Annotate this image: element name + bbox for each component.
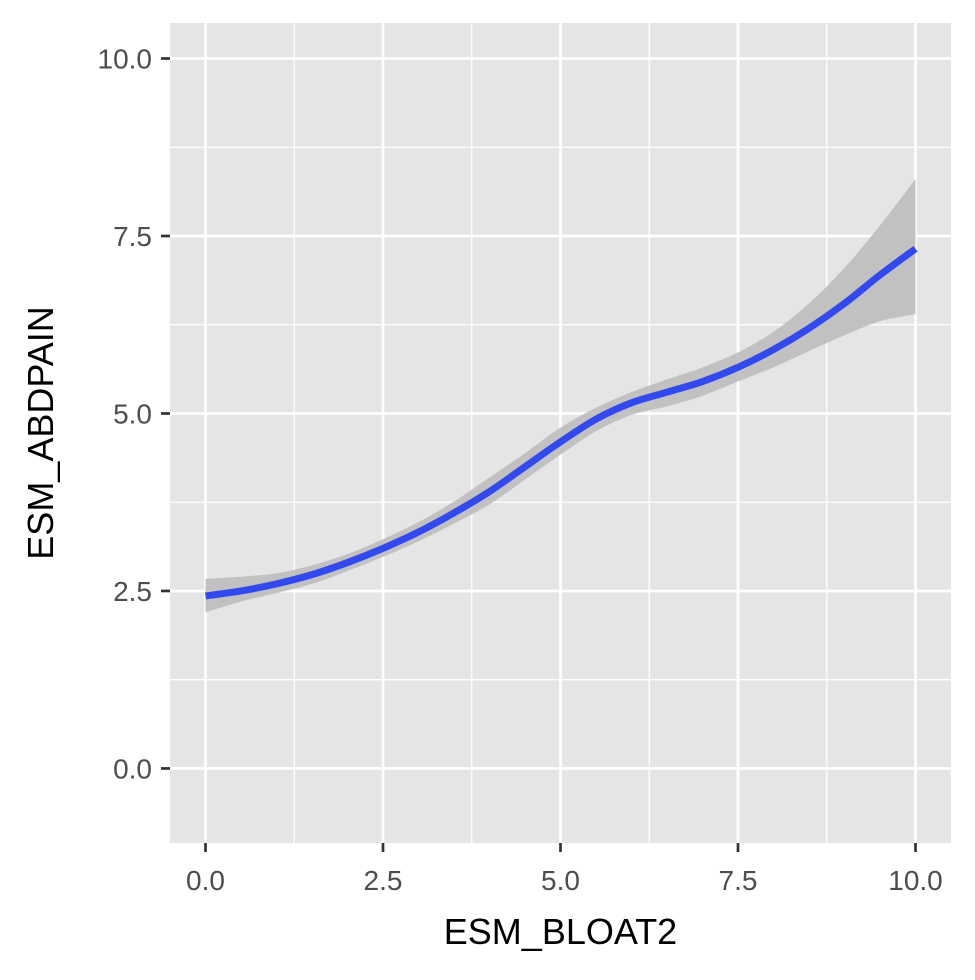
x-tick-label: 7.5 <box>719 865 758 896</box>
y-axis-title: ESM_ABDPAIN <box>20 306 61 559</box>
x-axis-title: ESM_BLOAT2 <box>444 911 677 952</box>
smooth-fit-line <box>205 245 918 600</box>
x-axis: 0.0 2.5 5.0 7.5 10.0 <box>186 843 943 896</box>
x-tick-label: 2.5 <box>364 865 403 896</box>
y-tick-label: 10.0 <box>98 43 153 74</box>
x-tick-label: 10.0 <box>888 865 943 896</box>
x-tick-label: 0.0 <box>186 865 225 896</box>
series-layer <box>205 179 918 613</box>
y-tick-label: 7.5 <box>113 221 152 252</box>
y-tick-label: 5.0 <box>113 398 152 429</box>
y-tick-label: 0.0 <box>113 753 152 784</box>
x-tick-label: 5.0 <box>541 865 580 896</box>
y-axis: 0.0 2.5 5.0 7.5 10.0 <box>98 43 170 784</box>
y-tick-label: 2.5 <box>113 576 152 607</box>
